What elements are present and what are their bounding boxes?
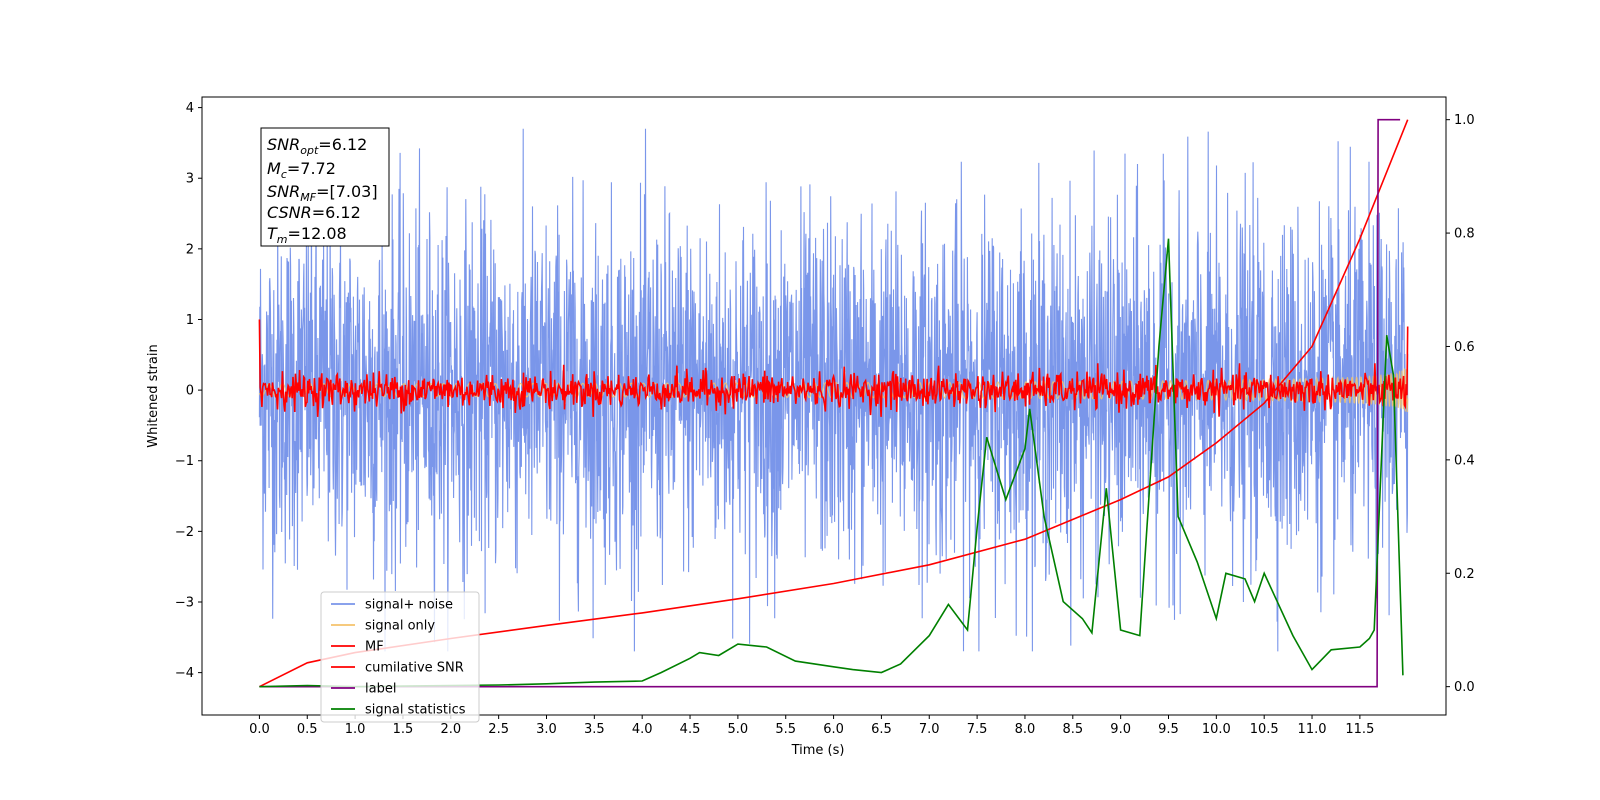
y-tick-label: 0	[186, 384, 194, 399]
x-tick-label: 5.5	[775, 722, 796, 737]
x-tick-label: 2.0	[440, 722, 461, 737]
x-tick-label: 0.0	[249, 722, 270, 737]
x-tick-label: 3.5	[584, 722, 605, 737]
y-tick-label: −2	[175, 525, 194, 540]
series-signal-noise	[258, 128, 1409, 652]
x-tick-label: 11.5	[1345, 722, 1374, 737]
y-tick-label: 2	[186, 242, 194, 257]
annotation-mc: Mc=7.72	[267, 159, 336, 181]
y-tick-label: 3	[186, 172, 194, 187]
x-tick-label: 4.5	[680, 722, 701, 737]
legend-label: signal only	[365, 619, 435, 634]
series-mf	[258, 319, 1409, 417]
annotation-csnr: CSNR=6.12	[267, 203, 361, 222]
legend: signal+ noise signal only MF cumilative SNR…	[320, 591, 480, 723]
y-tick-label: 4	[186, 101, 194, 116]
series-label	[259, 118, 1401, 688]
x-tick-label: 5.0	[728, 722, 749, 737]
legend-label: MF	[365, 640, 384, 655]
x-tick-label: 2.5	[488, 722, 509, 737]
x-tick-label: 9.0	[1110, 722, 1131, 737]
legend-label: signal+ noise	[365, 598, 453, 613]
x-tick-label: 1.0	[345, 722, 366, 737]
x-tick-label: 8.0	[1015, 722, 1036, 737]
y-right-tick-label: 0.6	[1454, 340, 1475, 355]
x-tick-label: 8.5	[1062, 722, 1083, 737]
y-right-tick-label: 0.4	[1454, 453, 1475, 468]
x-tick-label: 10.5	[1250, 722, 1279, 737]
y-tick-label: −1	[175, 454, 194, 469]
annotation-snr-opt: SNRopt=6.12	[267, 135, 367, 157]
y-right-tick-label: 1.0	[1454, 113, 1475, 128]
y-right-tick-label: 0.0	[1454, 680, 1475, 695]
x-tick-label: 11.0	[1298, 722, 1327, 737]
x-tick-label: 6.5	[871, 722, 892, 737]
legend-label: signal statistics	[365, 703, 466, 718]
x-tick-label: 1.5	[393, 722, 414, 737]
x-tick-label: 0.5	[297, 722, 318, 737]
y-tick-label: 1	[186, 313, 194, 328]
x-tick-label: 7.0	[919, 722, 940, 737]
y-tick-label: −4	[175, 666, 194, 681]
x-tick-label: 6.0	[823, 722, 844, 737]
annotation-snr-mf: SNRMF=[7.03]	[267, 182, 378, 204]
axes: 0.0 0.5 1.0 1.5 2.0 2.5 3.0 3.5 4.0 4.5 5.0 5.5 6.0 6…	[175, 96, 1475, 737]
x-tick-label: 7.5	[967, 722, 988, 737]
x-tick-label: 10.0	[1202, 722, 1231, 737]
y-tick-label: −3	[175, 595, 194, 610]
y-axis-label: Whitened strain	[146, 344, 161, 447]
x-axis-label: Time (s)	[791, 743, 845, 758]
annotation-frame	[260, 127, 390, 247]
legend-label: cumilative SNR	[365, 661, 464, 676]
x-tick-label: 9.5	[1158, 722, 1179, 737]
annotation-tm: Tm=12.08	[267, 224, 347, 246]
annotation-box: SNRopt=6.12 Mc=7.72 SNRMF=[7.03] CSNR=6.…	[260, 127, 390, 247]
legend-frame	[320, 591, 480, 723]
plot-frame	[201, 96, 1447, 716]
x-tick-label: 3.0	[536, 722, 557, 737]
y-right-tick-label: 0.8	[1454, 227, 1475, 242]
x-tick-label: 4.0	[632, 722, 653, 737]
series-signal-statistics	[259, 238, 1404, 688]
legend-label: label	[365, 682, 396, 697]
y-right-tick-label: 0.2	[1454, 567, 1475, 582]
